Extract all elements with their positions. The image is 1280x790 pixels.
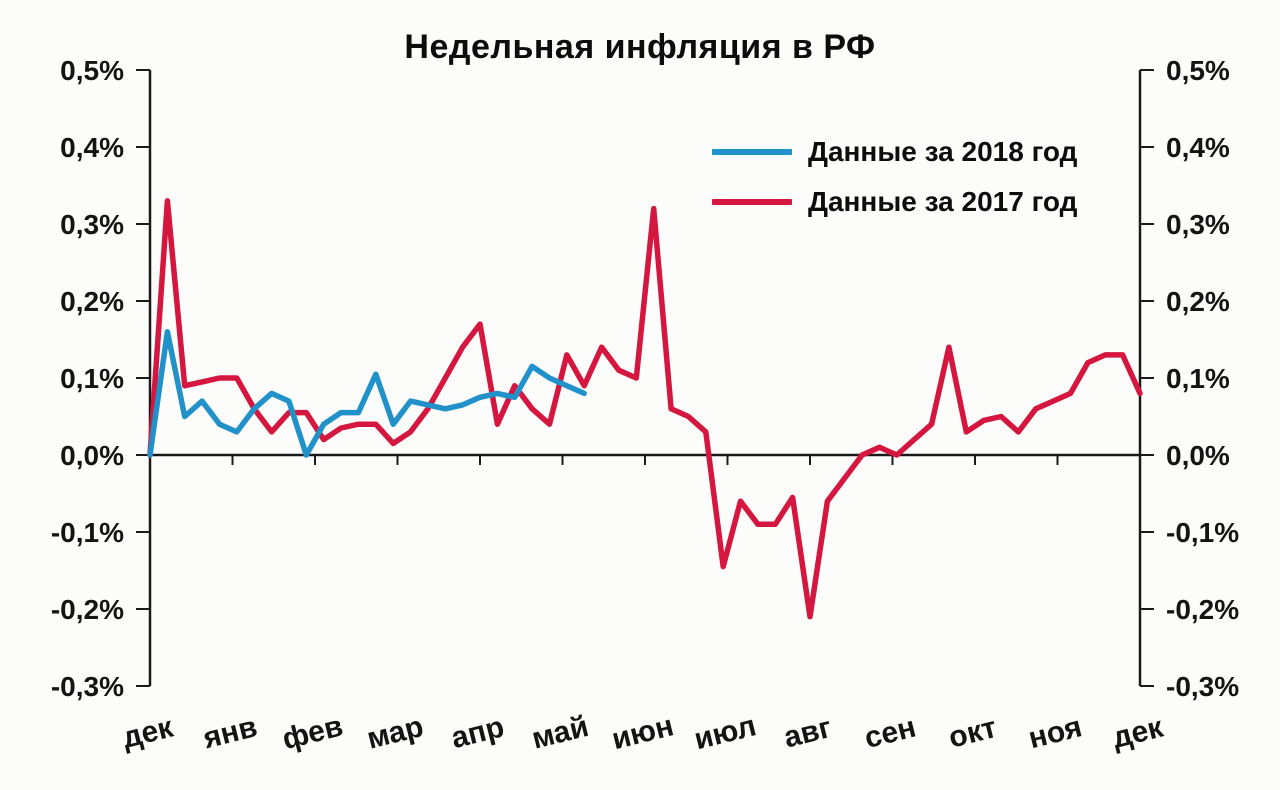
legend: Данные за 2018 год Данные за 2017 год xyxy=(712,136,1077,218)
legend-label-2018: Данные за 2018 год xyxy=(808,136,1078,167)
y-axis-label-right: -0,2% xyxy=(1166,594,1239,625)
y-axis-label-left: 0,5% xyxy=(60,55,124,86)
x-axis-label: авг xyxy=(781,711,835,755)
legend-label-2017: Данные за 2017 год xyxy=(808,186,1078,217)
series-line-данные-за-2018-год xyxy=(147,329,587,458)
y-axis-label-left: 0,1% xyxy=(60,363,124,394)
x-axis-label: июл xyxy=(691,709,760,756)
y-axis-label-left: -0,1% xyxy=(51,517,124,548)
x-axis-label: мар xyxy=(364,710,427,756)
y-axis-label-right: -0,1% xyxy=(1166,517,1239,548)
x-axis-label: сен xyxy=(861,711,919,755)
y-axis-label-right: 0,3% xyxy=(1166,209,1230,240)
legend-item-2017: Данные за 2017 год xyxy=(712,186,1077,218)
x-axis-label: янв xyxy=(199,710,260,755)
y-axis-label-right: -0,3% xyxy=(1166,671,1239,702)
y-axis-label-left: 0,0% xyxy=(60,440,124,471)
y-axis-label-right: 0,0% xyxy=(1166,440,1230,471)
x-axis-label: май xyxy=(529,710,592,756)
x-axis-label: июн xyxy=(609,709,677,756)
y-axis-label-left: 0,2% xyxy=(60,286,124,317)
x-axis-label: дек xyxy=(1109,710,1167,755)
x-axis-label: фев xyxy=(279,709,346,756)
y-axis-label-left: -0,3% xyxy=(51,671,124,702)
legend-item-2018: Данные за 2018 год xyxy=(712,136,1077,168)
legend-swatch-2017 xyxy=(712,199,792,205)
series-line-данные-за-2017-год xyxy=(147,198,1143,620)
y-axis-label-right: 0,1% xyxy=(1166,363,1230,394)
x-axis-label: апр xyxy=(448,710,508,755)
y-axis-label-left: 0,4% xyxy=(60,132,124,163)
x-axis-label: окт xyxy=(945,711,1000,755)
x-axis-label: ноя xyxy=(1025,710,1085,755)
y-axis-label-right: 0,5% xyxy=(1166,55,1230,86)
y-axis-label-right: 0,2% xyxy=(1166,286,1230,317)
legend-swatch-2018 xyxy=(712,149,792,155)
x-axis-label: дек xyxy=(119,710,177,755)
y-axis-label-left: -0,2% xyxy=(51,594,124,625)
chart-title: Недельная инфляция в РФ xyxy=(404,28,876,66)
y-axis-label-right: 0,4% xyxy=(1166,132,1230,163)
y-axis-label-left: 0,3% xyxy=(60,209,124,240)
